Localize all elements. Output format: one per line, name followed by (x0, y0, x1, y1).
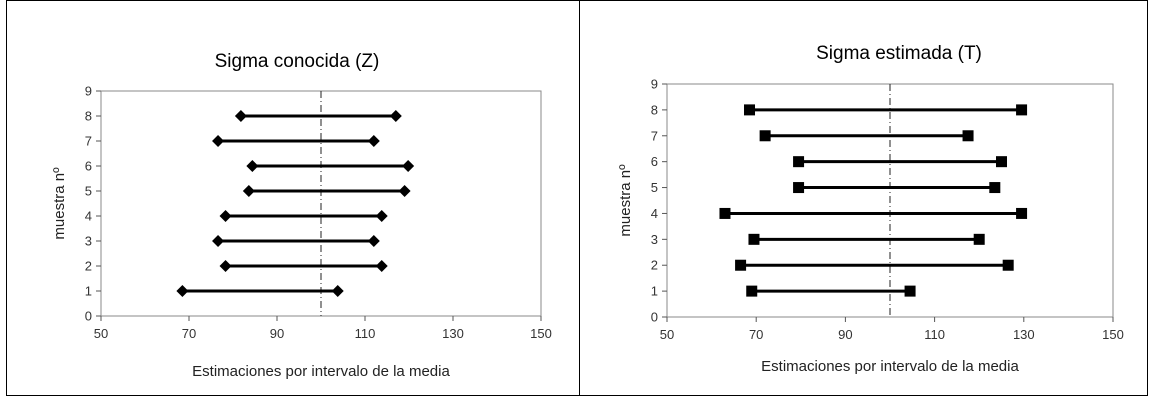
interval-high-marker (989, 182, 1001, 194)
y-tick-label: 4 (85, 209, 92, 224)
y-tick-label: 8 (651, 102, 658, 117)
y-tick-label: 9 (85, 84, 92, 99)
interval-low-marker (242, 185, 255, 197)
y-axis-label: muestra nº (617, 164, 634, 237)
interval-low-marker (744, 104, 756, 116)
interval-low-marker (219, 210, 232, 222)
y-tick-label: 5 (85, 184, 92, 199)
interval-low-marker (246, 160, 259, 172)
y-tick-label: 9 (651, 77, 658, 92)
interval-low-marker (735, 259, 747, 271)
y-tick-label: 6 (85, 159, 92, 174)
interval-high-marker (962, 130, 974, 142)
interval-high-marker (904, 285, 916, 297)
x-tick-label: 50 (94, 326, 108, 341)
chart-title: Sigma estimada (T) (816, 43, 982, 64)
interval-low-marker (793, 182, 805, 194)
interval-high-marker (1016, 104, 1028, 116)
x-tick-label: 130 (442, 326, 464, 341)
y-tick-label: 3 (651, 232, 658, 247)
x-tick-label: 130 (1013, 327, 1035, 342)
interval-high-marker (389, 110, 402, 122)
interval-high-marker (1002, 259, 1014, 271)
interval-high-marker (996, 156, 1007, 168)
interval-low-marker (219, 260, 232, 272)
chart-panel-sigma-estimada: Sigma estimada (T) 0 1 2 3 4 5 6 7 8 9 50 70 90 110 130… (579, 0, 1148, 396)
interval-low-marker (212, 235, 225, 247)
interval-high-marker (375, 260, 388, 272)
interval-high-marker (367, 135, 380, 147)
x-tick-label: 90 (838, 327, 852, 342)
chart-title: Sigma conocida (Z) (215, 51, 380, 72)
x-tick-label: 90 (270, 326, 284, 341)
interval-low-marker (759, 130, 771, 142)
y-tick-label: 7 (85, 134, 92, 149)
y-tick-label: 8 (85, 109, 92, 124)
y-tick-label: 1 (651, 284, 658, 299)
y-tick-label: 2 (85, 259, 92, 274)
y-tick-label: 6 (651, 154, 658, 169)
interval-low-marker (719, 207, 731, 219)
x-axis-label: Estimaciones por intervalo de la media (761, 358, 1019, 375)
chart-sigma-conocida: Sigma conocida (Z) 0 1 2 3 4 5 6 7 8 9 50 70 90 110 130… (51, 51, 552, 380)
x-tick-label: 110 (924, 327, 945, 342)
x-tick-label: 110 (355, 326, 376, 341)
interval-low-marker (748, 233, 760, 245)
interval-low-marker (793, 156, 805, 168)
interval-low-marker (212, 135, 225, 147)
interval-high-marker (973, 233, 985, 245)
interval-low-marker (746, 285, 758, 297)
y-tick-label: 0 (651, 310, 658, 325)
x-tick-label: 50 (660, 327, 674, 342)
y-tick-label: 2 (651, 258, 658, 273)
interval-high-marker (331, 285, 344, 297)
y-tick-label: 4 (651, 206, 658, 221)
x-tick-label: 70 (749, 327, 763, 342)
x-tick-label: 150 (1102, 327, 1124, 342)
chart-panel-sigma-conocida: Sigma conocida (Z) 0 1 2 3 4 5 6 7 8 9 50 70 90 110 130… (6, 0, 580, 396)
interval-high-marker (1016, 207, 1028, 219)
chart-sigma-estimada: Sigma estimada (T) 0 1 2 3 4 5 6 7 8 9 50 70 90 110 130… (617, 43, 1124, 375)
y-tick-label: 7 (651, 128, 658, 143)
y-tick-label: 5 (651, 180, 658, 195)
interval-low-marker (234, 110, 247, 122)
x-axis-label: Estimaciones por intervalo de la media (192, 363, 450, 380)
y-tick-label: 1 (85, 284, 92, 299)
interval-high-marker (367, 235, 380, 247)
y-tick-label: 3 (85, 234, 92, 249)
y-axis-label: muestra nº (51, 167, 68, 240)
x-tick-label: 70 (182, 326, 196, 341)
y-tick-label: 0 (85, 309, 92, 324)
interval-high-marker (402, 160, 415, 172)
x-tick-label: 150 (530, 326, 552, 341)
interval-low-marker (176, 285, 189, 297)
interval-high-marker (398, 185, 411, 197)
interval-high-marker (375, 210, 388, 222)
